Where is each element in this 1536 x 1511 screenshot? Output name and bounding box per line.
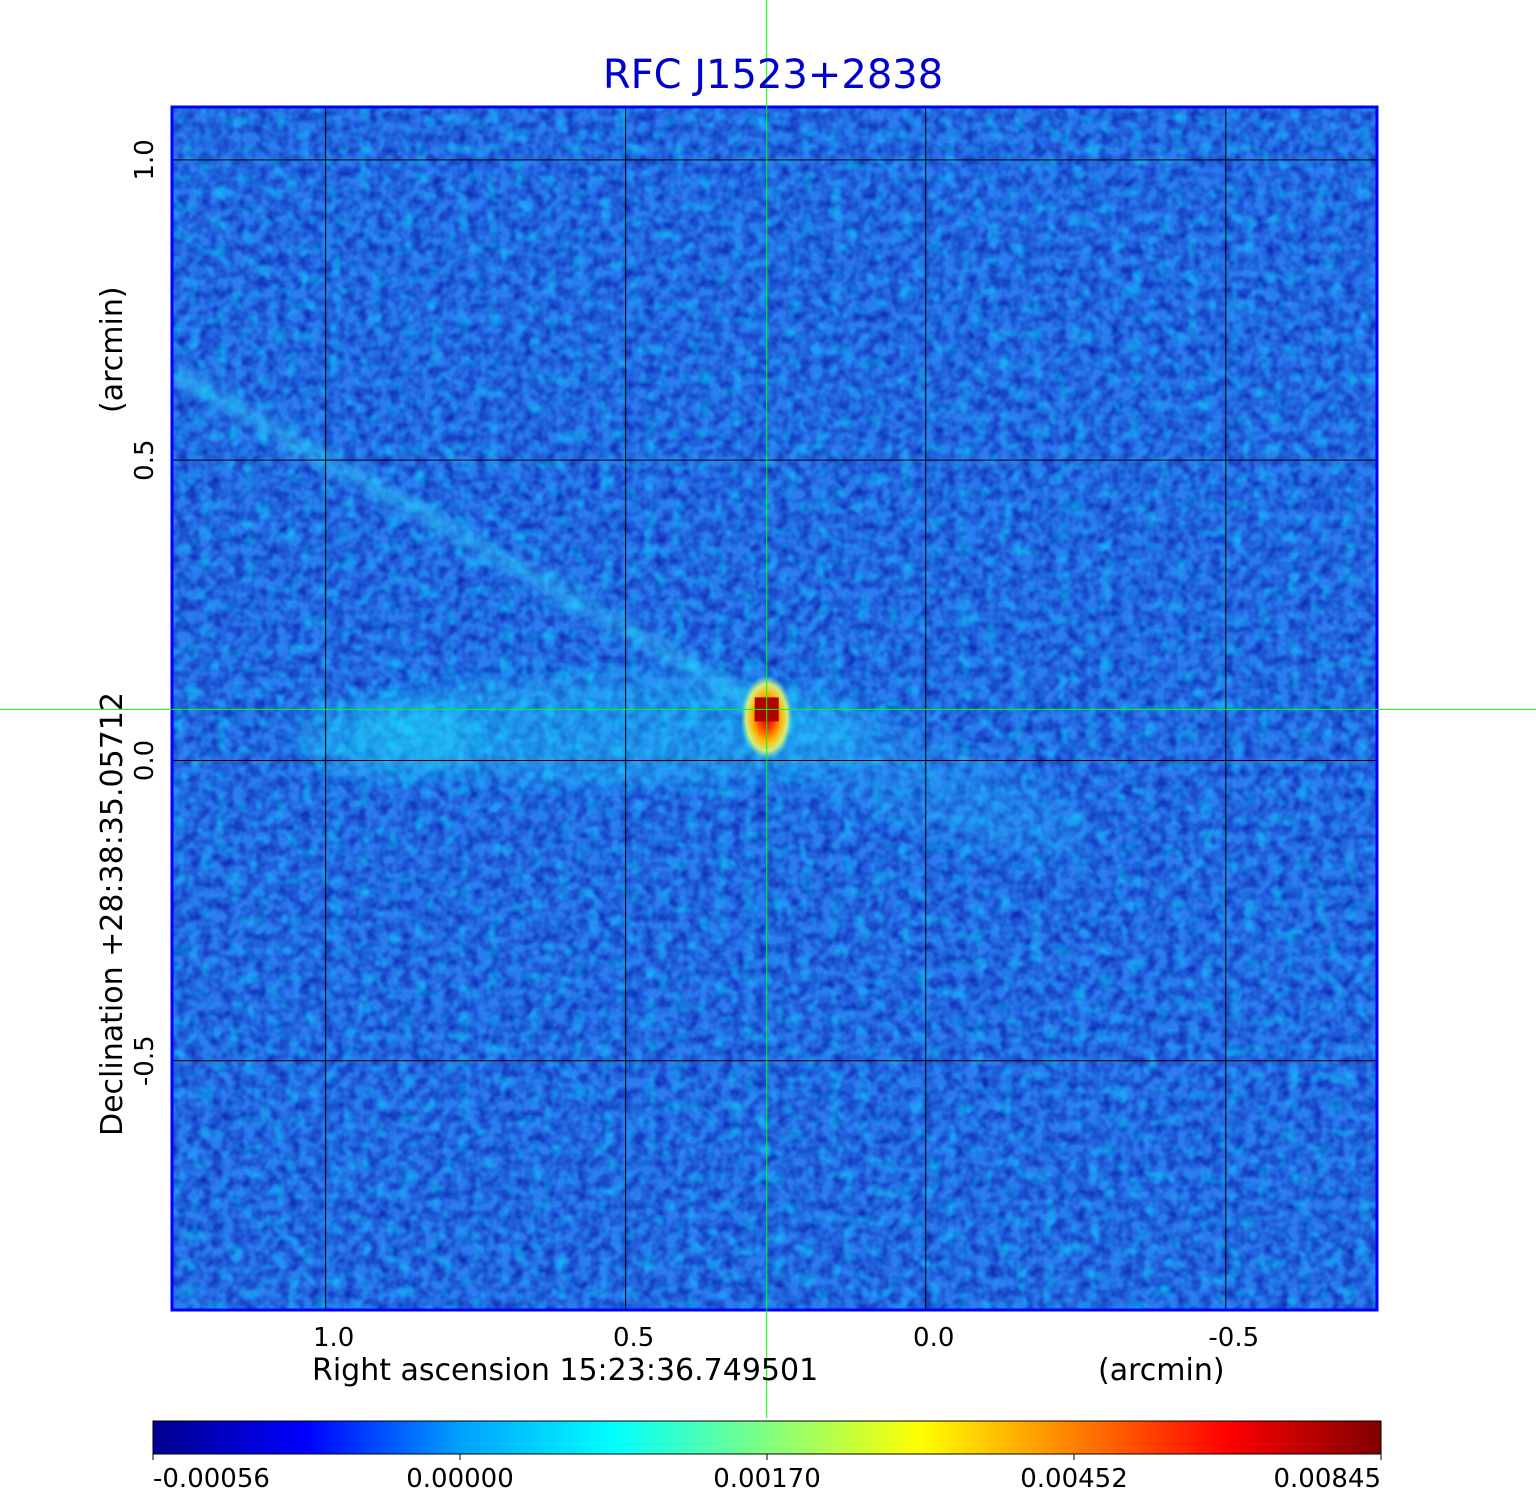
x-tick-label: 0.0 (913, 1323, 954, 1353)
crosshair (0, 0, 1536, 1418)
sky-image (172, 107, 1377, 1310)
x-tick-label: 1.0 (313, 1323, 354, 1353)
plot-frame (170, 105, 1379, 1312)
y-tick-label: -0.5 (130, 1035, 160, 1086)
colorbar-tick-label: 0.00000 (406, 1464, 514, 1494)
x-axis-label: Right ascension 15:23:36.749501 (312, 1353, 818, 1388)
colorbar-gradient (152, 1420, 1382, 1455)
y-tick-label: 1.0 (130, 139, 160, 180)
chart-title: RFC J1523+2838 (603, 52, 943, 98)
colorbar-tick-label: 0.00170 (713, 1464, 821, 1494)
colorbar-tick-label: 0.00452 (1020, 1464, 1128, 1494)
x-tick-label: 0.5 (613, 1323, 654, 1353)
y-tick-label: 0.5 (130, 439, 160, 480)
emission-diffuse-east (746, 704, 1087, 855)
colorbar: -0.00056 0.00000 0.00170 0.00452 0.00845 (152, 1420, 1382, 1494)
tick-labels: 1.0 0.5 0.0 -0.5 1.0 0.5 0.0 -0.5 (130, 139, 1259, 1353)
x-axis-unit: (arcmin) (1098, 1353, 1225, 1388)
emission-diffuse-far (296, 699, 477, 780)
y-axis-unit: (arcmin) (95, 286, 130, 413)
emission-streak (172, 365, 771, 717)
x-tick-label: -0.5 (1208, 1323, 1259, 1353)
y-tick-label: 0.0 (130, 740, 160, 781)
y-axis-label: Declination +28:38:35.05712 (95, 692, 130, 1136)
coordinate-grid (172, 107, 1377, 1310)
colorbar-tick-label: 0.00845 (1273, 1464, 1381, 1494)
colorbar-tick-label: -0.00056 (153, 1464, 270, 1494)
